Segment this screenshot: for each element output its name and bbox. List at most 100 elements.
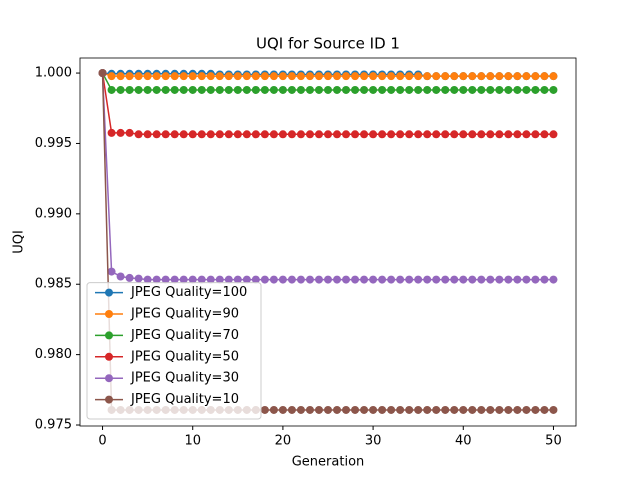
data-point [296,405,305,414]
data-point [170,130,179,139]
data-point [522,72,531,81]
data-point [305,130,314,139]
data-point [152,72,161,81]
data-point [495,85,504,94]
data-point [450,275,459,284]
data-point [549,130,558,139]
data-point [351,85,360,94]
data-point [296,72,305,81]
data-point [495,130,504,139]
data-point [333,275,342,284]
data-point [396,405,405,414]
data-point [513,85,522,94]
data-point [477,405,486,414]
data-point [342,85,351,94]
data-point [278,405,287,414]
data-point [540,85,549,94]
y-axis-label: UQI [12,230,27,254]
x-axis-label: Generation [292,455,365,470]
data-point [450,130,459,139]
data-point [188,85,197,94]
data-point [206,275,215,284]
data-point [107,85,116,94]
data-point [378,72,387,81]
data-point [324,405,332,414]
data-point [197,72,206,81]
legend-marker [105,374,113,383]
legend-marker [105,352,113,361]
data-point [333,130,342,139]
data-point [287,405,296,414]
data-point [260,72,269,81]
data-point [260,405,269,414]
legend-marker [105,395,113,404]
data-point [549,275,558,284]
data-point [405,275,414,284]
data-point [360,130,369,139]
data-point [260,275,269,284]
legend-marker [105,331,113,340]
data-point [143,72,152,81]
data-point [459,275,468,284]
y-tick-label: 0.990 [35,206,72,221]
data-point [287,85,296,94]
data-point [224,85,233,94]
data-point [170,85,179,94]
data-point [351,72,360,81]
data-point [450,405,459,414]
data-point [405,85,414,94]
data-point [477,275,486,284]
y-tick-label: 0.975 [35,418,72,433]
data-point [378,405,387,414]
data-point [233,275,242,284]
data-point [333,405,342,414]
data-point [107,128,116,137]
data-point [351,275,360,284]
data-point [432,130,441,139]
data-point [188,72,197,81]
data-point [549,85,558,94]
data-point [305,72,314,81]
data-point [116,272,125,281]
data-point [278,72,287,81]
data-point [495,72,504,81]
data-point [188,275,197,284]
legend-marker [105,310,113,318]
data-point [260,130,269,139]
data-point [242,85,251,94]
data-point [215,130,224,139]
data-point [170,72,179,81]
data-point [468,275,477,284]
data-point [224,275,233,284]
data-point [296,85,305,94]
data-point [215,85,224,94]
data-point [360,275,369,284]
data-point [468,85,477,94]
data-point [197,85,206,94]
data-point [513,72,522,81]
data-point [441,130,450,139]
data-point [233,72,242,81]
data-point [251,72,260,81]
x-tick-label: 40 [455,434,472,449]
data-point [441,72,450,81]
data-point [287,130,296,139]
data-point [161,72,170,81]
data-point [324,72,332,81]
data-point [513,405,522,414]
data-point [405,130,414,139]
data-point [423,85,432,94]
data-point [296,275,305,284]
data-point [486,130,495,139]
legend-label: JPEG Quality=90 [130,307,239,322]
data-point [324,85,332,94]
data-point [441,405,450,414]
data-point [387,72,396,81]
data-point [278,130,287,139]
data-point [504,405,513,414]
legend-label: JPEG Quality=100 [130,285,247,300]
data-point [504,130,513,139]
data-point [333,85,342,94]
data-point [143,275,152,284]
legend-label: JPEG Quality=70 [130,328,239,343]
